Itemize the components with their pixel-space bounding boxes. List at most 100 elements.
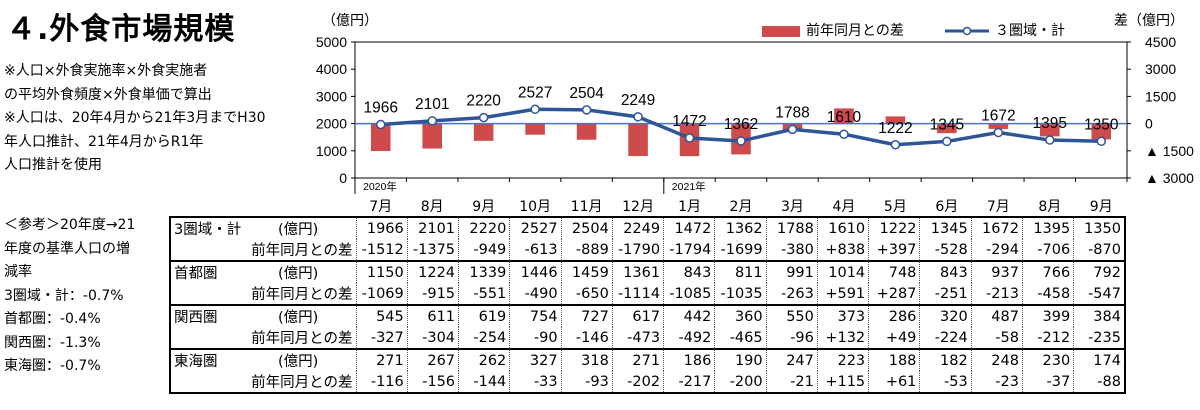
difference-bar bbox=[834, 108, 854, 124]
table-cell-diff: +591 bbox=[816, 283, 869, 305]
difference-bar bbox=[1040, 123, 1060, 137]
difference-bar bbox=[525, 123, 545, 135]
table-cell-value: 545 bbox=[355, 304, 408, 327]
table-cell-value: 550 bbox=[765, 304, 818, 327]
reference-notes: ＜参考＞20年度→21 年度の基準人口の増 減率 3圏域・計：‐0.7% 首都圏… bbox=[4, 214, 164, 379]
table-cell-diff: -53 bbox=[919, 371, 972, 394]
table-cell-diff: -304 bbox=[406, 327, 459, 349]
reference-line: 年度の基準人口の増 bbox=[4, 240, 130, 257]
legend-bar-swatch bbox=[762, 25, 800, 37]
table-cell-diff: -254 bbox=[458, 327, 510, 349]
table-cell-value: 271 bbox=[611, 348, 664, 371]
total-data-label: 1472 bbox=[672, 113, 706, 130]
table-cell-value: 1966 bbox=[355, 216, 408, 239]
plot-frame bbox=[354, 41, 1128, 179]
table-cell-diff: -547 bbox=[1073, 283, 1126, 305]
table-cell-diff: -90 bbox=[509, 327, 562, 349]
y-right-axis-label: 差（億円） bbox=[1114, 13, 1184, 29]
row-unit: (億円) bbox=[275, 348, 356, 371]
note-line: の平均外食頻度×外食単価で算出 bbox=[4, 86, 212, 103]
reference-line: ＜参考＞20年度→21 bbox=[4, 217, 136, 233]
total-series-point bbox=[684, 133, 695, 143]
table-cell-value: 617 bbox=[611, 304, 664, 327]
total-data-label: 2504 bbox=[569, 85, 604, 102]
table-cell-diff: -58 bbox=[970, 327, 1023, 349]
table-cell-diff: -650 bbox=[560, 283, 613, 305]
table-cell-value: 1395 bbox=[1021, 216, 1074, 239]
table-row: 前年同月との差 -327 -304 -254 -90 -146 -473 -492 -465 -9… bbox=[169, 327, 1126, 349]
total-data-label: 2249 bbox=[621, 92, 655, 109]
market-size-chart: 0 1000 2000 3000 4000 5000 4500 3000 1500 0 ▲ 1500… bbox=[316, 34, 1194, 194]
difference-bar bbox=[422, 123, 442, 149]
table-cell-value: 327 bbox=[509, 348, 562, 371]
total-series-point bbox=[375, 119, 386, 130]
table-row: 前年同月との差 -1069 -915 -551 -490 -650 -1114 -1085 -1… bbox=[169, 283, 1126, 305]
table-cell-value: 384 bbox=[1073, 304, 1126, 327]
table-cell-value: 991 bbox=[765, 260, 818, 283]
month-header-label: 7月 bbox=[986, 199, 1010, 215]
difference-bar bbox=[988, 123, 1009, 129]
table-cell-diff: -88 bbox=[1073, 371, 1126, 394]
y-right-tick-label: 4500 bbox=[1145, 34, 1176, 50]
table-cell-value: 190 bbox=[714, 348, 767, 371]
month-header-label: 6月 bbox=[935, 199, 959, 215]
row-region-name: 関西圏 bbox=[169, 304, 275, 327]
table-cell-value: 1610 bbox=[816, 216, 869, 239]
row-diff-label: 前年同月との差 bbox=[169, 327, 356, 349]
table-cell-diff: -706 bbox=[1021, 239, 1074, 261]
reference-line: 関西圏：‐1.3% bbox=[4, 334, 101, 351]
total-series-point bbox=[633, 112, 643, 122]
table-cell-diff: -23 bbox=[970, 371, 1023, 394]
table-cell-value: 248 bbox=[970, 348, 1023, 371]
page-title: ４.外食市場規模 bbox=[6, 12, 236, 47]
row-region-name: 首都圏 bbox=[169, 260, 275, 283]
y-left-tick-label: 2000 bbox=[316, 116, 347, 132]
table-cell-value: 318 bbox=[560, 348, 613, 371]
table-cell-value: 1339 bbox=[458, 260, 510, 283]
table-cell-diff: -870 bbox=[1073, 239, 1126, 261]
table-cell-diff: +115 bbox=[816, 371, 869, 394]
table-cell-value: 2249 bbox=[611, 216, 664, 239]
month-header-label: 8月 bbox=[1038, 199, 1062, 215]
month-header-label: 8月 bbox=[420, 199, 444, 215]
table-cell-value: 1350 bbox=[1073, 216, 1126, 239]
table-cell-diff: -144 bbox=[458, 371, 510, 394]
total-series-point bbox=[993, 127, 1004, 138]
difference-bar bbox=[370, 123, 391, 152]
table-cell-value: 611 bbox=[406, 304, 459, 327]
row-unit: (億円) bbox=[275, 216, 356, 239]
table-cell-diff: -200 bbox=[714, 371, 767, 394]
table-cell-diff: -889 bbox=[560, 239, 613, 261]
table-cell-value: 1361 bbox=[611, 260, 664, 283]
table-row: 東海圏 (億円) 271 267 262 327 318 271 186 190 247 223 188… bbox=[169, 348, 1126, 371]
table-cell-value: 320 bbox=[919, 304, 972, 327]
legend-line: ３圏域・計 bbox=[945, 20, 1065, 40]
table-cell-value: 843 bbox=[919, 260, 972, 283]
month-header-label: 2月 bbox=[729, 199, 753, 215]
table-cell-diff: -263 bbox=[765, 283, 818, 305]
table-cell-value: 811 bbox=[714, 260, 767, 283]
total-data-label: 2527 bbox=[518, 84, 552, 101]
month-header-label: 10月 bbox=[519, 199, 552, 215]
table-cell-value: 373 bbox=[816, 304, 869, 327]
table-cell-value: 286 bbox=[868, 304, 920, 327]
table-cell-diff: -213 bbox=[970, 283, 1023, 305]
year-label: 2021年 bbox=[672, 180, 706, 193]
table-cell-value: 1150 bbox=[355, 260, 408, 283]
difference-bar bbox=[885, 116, 906, 124]
total-series-point bbox=[1096, 136, 1107, 147]
market-size-table: 3圏域・計 (億円) 1966 2101 2220 2527 2504 2249 1472 136… bbox=[169, 216, 1126, 394]
table-cell-diff: -202 bbox=[611, 371, 664, 394]
table-cell-diff: -224 bbox=[919, 327, 972, 349]
difference-bar bbox=[576, 123, 597, 140]
table-cell-diff: -528 bbox=[919, 239, 972, 261]
table-cell-diff: -949 bbox=[458, 239, 510, 261]
total-data-label: 1345 bbox=[930, 116, 964, 133]
note-line: 人口推計を使用 bbox=[4, 157, 102, 173]
y-left-tick-label: 1000 bbox=[316, 143, 347, 159]
table-cell-diff: -37 bbox=[1021, 371, 1074, 394]
year-label: 2020年 bbox=[363, 180, 397, 193]
table-cell-value: 1459 bbox=[560, 260, 613, 283]
month-header-label: 11月 bbox=[570, 199, 603, 215]
reference-line: 首都圏：‐0.4% bbox=[4, 311, 101, 327]
